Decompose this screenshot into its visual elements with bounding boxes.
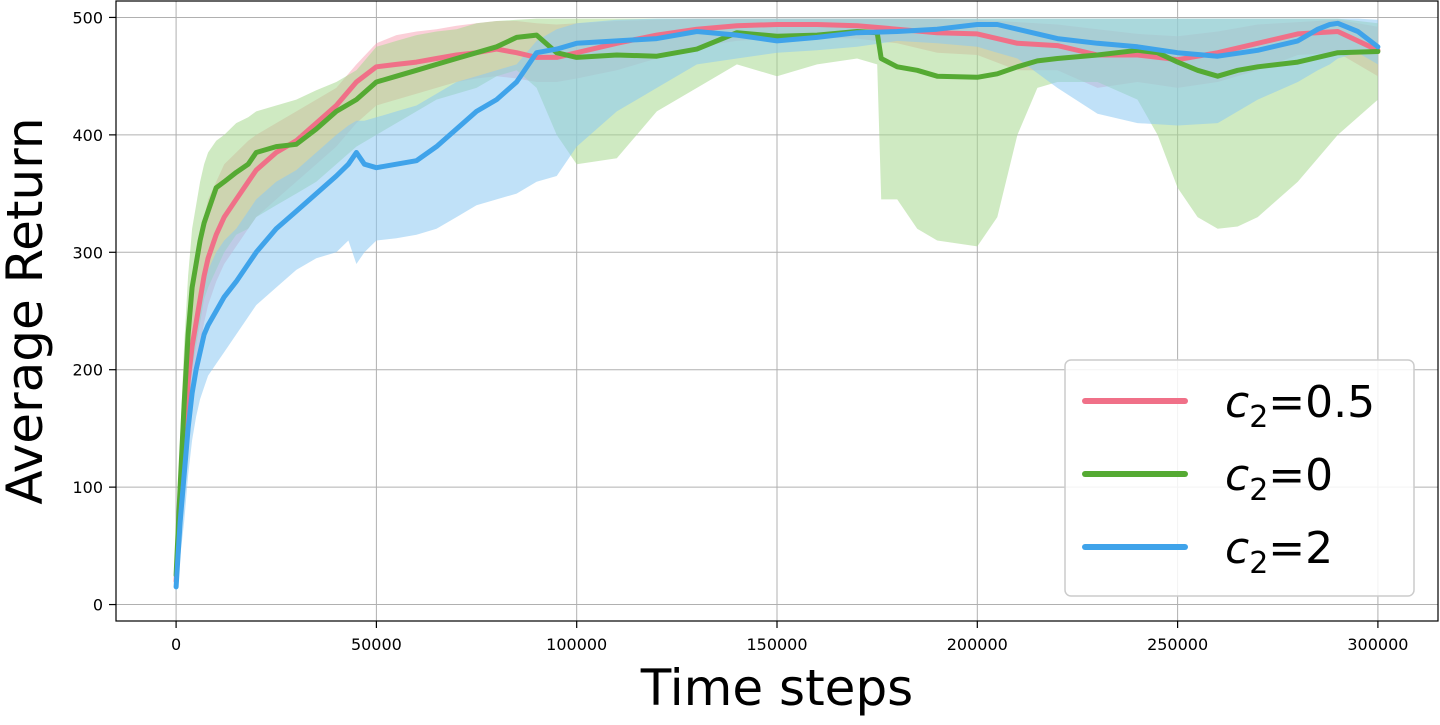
x-tick-label: 200000 xyxy=(947,635,1008,654)
series-lines xyxy=(173,20,1381,590)
x-tick-label: 300000 xyxy=(1347,635,1408,654)
y-axis-title: Average Return xyxy=(0,117,54,504)
y-tick-label: 500 xyxy=(72,8,103,27)
legend-label-base: c xyxy=(1225,450,1249,501)
y-tick-label: 0 xyxy=(93,596,103,615)
legend-label-value: =0.5 xyxy=(1268,377,1375,428)
legend-label-subscript: 2 xyxy=(1249,473,1268,508)
x-axis-title: Time steps xyxy=(640,659,913,717)
x-tick-label: 50000 xyxy=(351,635,402,654)
legend-label-subscript: 2 xyxy=(1249,546,1268,581)
y-tick-label: 300 xyxy=(72,243,103,262)
x-tick-label: 100000 xyxy=(546,635,607,654)
legend-label-value: =0 xyxy=(1268,450,1333,501)
y-tick-label: 100 xyxy=(72,478,103,497)
x-tick-label: 150000 xyxy=(746,635,807,654)
legend-label-base: c xyxy=(1225,377,1249,428)
y-tick-label: 200 xyxy=(72,361,103,380)
x-tick-label: 0 xyxy=(171,635,181,654)
legend-box xyxy=(1064,359,1415,597)
legend: c2=0.5c2=0c2=2 xyxy=(1064,359,1415,597)
series-band-2 xyxy=(176,18,1378,593)
legend-label-subscript: 2 xyxy=(1249,400,1268,435)
series-line-1 xyxy=(173,29,1381,578)
legend-label-base: c xyxy=(1225,523,1249,574)
legend-label-value: =2 xyxy=(1268,523,1333,574)
legend-label-2: c2=2 xyxy=(1225,523,1333,581)
legend-label-0: c2=0.5 xyxy=(1225,377,1375,435)
y-tick-label: 400 xyxy=(72,126,103,145)
x-tick-label: 250000 xyxy=(1147,635,1208,654)
series-line-2 xyxy=(173,20,1381,590)
axis-ticks: 0 50000 100000 150000 200000 250000 300000 0 100… xyxy=(72,8,1408,654)
confidence-bands xyxy=(176,18,1378,593)
legend-label-1: c2=0 xyxy=(1225,450,1333,508)
